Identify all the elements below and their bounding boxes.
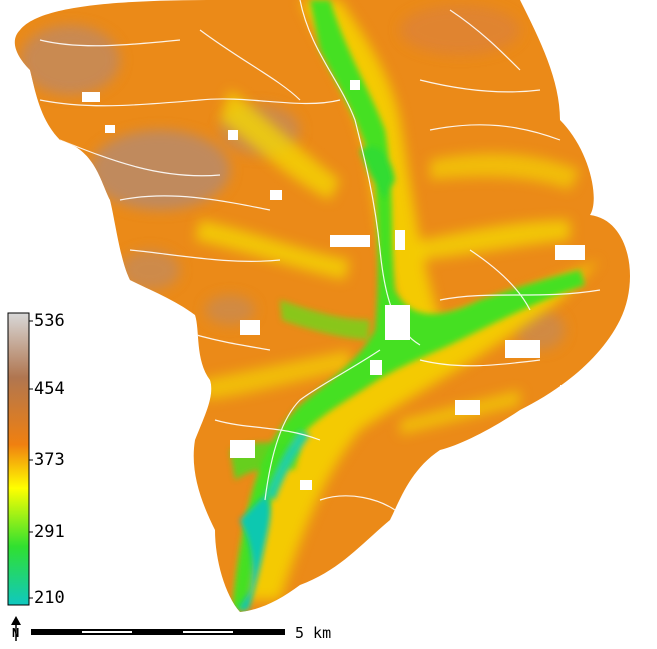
scale-bar-label: 5 km — [295, 624, 332, 642]
legend-label-3: 373 — [34, 450, 65, 470]
north-label: N — [12, 626, 20, 640]
north-arrow-icon — [11, 616, 21, 641]
legend-label-min: 210 — [34, 588, 65, 608]
legend-label-4: 291 — [34, 522, 65, 542]
legend-colorbar — [7, 312, 33, 606]
legend-label-2: 454 — [34, 379, 65, 399]
scale-bar — [31, 629, 285, 635]
legend-label-max: 536 — [34, 311, 65, 331]
